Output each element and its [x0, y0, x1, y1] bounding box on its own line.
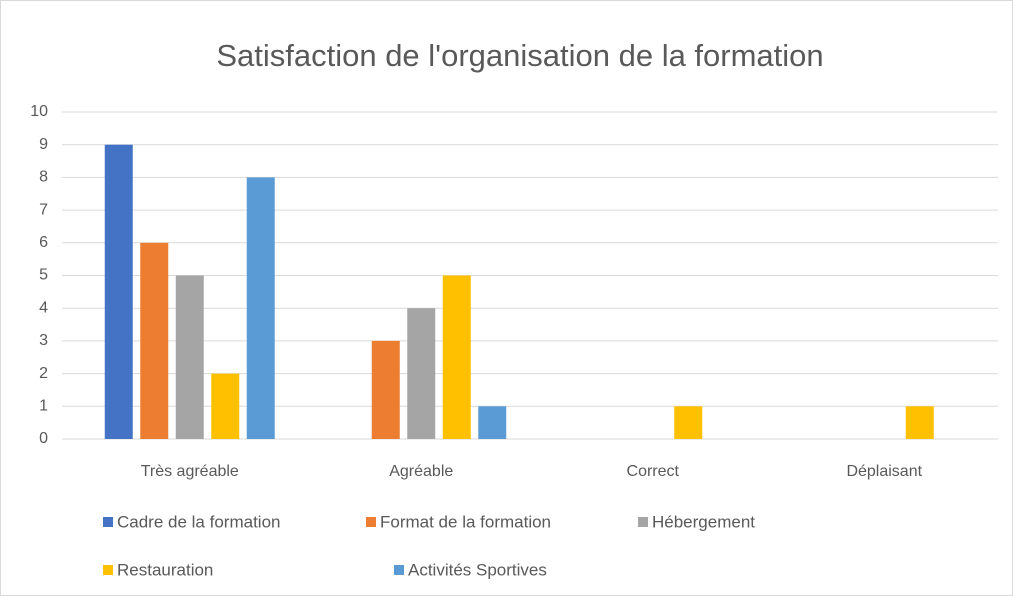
legend-label: Activités Sportives — [408, 560, 547, 579]
legend-label: Format de la formation — [380, 512, 551, 531]
bar — [442, 275, 471, 439]
legend-label: Hébergement — [652, 512, 755, 531]
y-tick-label: 7 — [39, 201, 48, 218]
legend-label: Restauration — [117, 560, 213, 579]
y-tick-label: 1 — [39, 398, 48, 415]
y-tick-label: 8 — [39, 169, 48, 186]
y-tick-label: 4 — [39, 299, 48, 316]
bar — [407, 308, 436, 439]
bar — [905, 406, 934, 439]
x-tick-label: Correct — [627, 463, 680, 480]
bar — [478, 406, 507, 439]
legend-swatch — [366, 517, 376, 527]
y-tick-label: 5 — [39, 267, 48, 284]
x-tick-label: Très agréable — [141, 463, 239, 480]
y-tick-label: 9 — [39, 136, 48, 153]
legend-label: Cadre de la formation — [117, 512, 280, 531]
y-tick-label: 6 — [39, 234, 48, 251]
bar — [674, 406, 703, 439]
bar — [211, 373, 240, 439]
bar — [104, 144, 133, 439]
legend-swatch — [394, 565, 404, 575]
y-tick-label: 0 — [39, 430, 48, 447]
legend-swatch — [638, 517, 648, 527]
legend-swatch — [103, 565, 113, 575]
y-tick-label: 3 — [39, 332, 48, 349]
x-tick-label: Déplaisant — [846, 463, 922, 480]
legend-swatch — [103, 517, 113, 527]
y-tick-label: 10 — [30, 103, 48, 120]
bar — [246, 177, 275, 439]
y-tick-label: 2 — [39, 365, 48, 382]
x-tick-label: Agréable — [389, 463, 453, 480]
chart-title: Satisfaction de l'organisation de la for… — [216, 38, 823, 73]
bar — [140, 242, 169, 439]
bar — [371, 340, 400, 439]
bar — [175, 275, 204, 439]
